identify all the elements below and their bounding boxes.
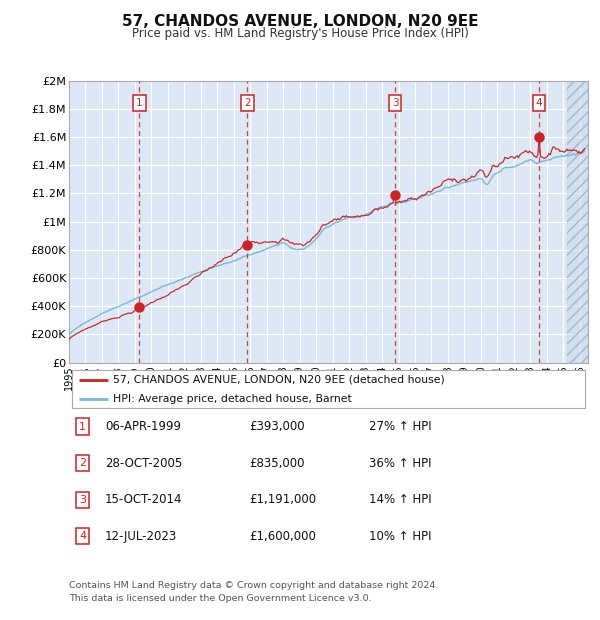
Text: 1: 1	[136, 98, 143, 108]
Text: 4: 4	[536, 98, 542, 108]
Text: 28-OCT-2005: 28-OCT-2005	[105, 457, 182, 469]
Text: 06-APR-1999: 06-APR-1999	[105, 420, 181, 433]
Text: 2: 2	[244, 98, 251, 108]
Text: Contains HM Land Registry data © Crown copyright and database right 2024.: Contains HM Land Registry data © Crown c…	[69, 581, 439, 590]
Text: £1,600,000: £1,600,000	[249, 530, 316, 542]
Text: 10% ↑ HPI: 10% ↑ HPI	[369, 530, 431, 542]
Text: 27% ↑ HPI: 27% ↑ HPI	[369, 420, 431, 433]
Text: 4: 4	[79, 531, 86, 541]
Text: 57, CHANDOS AVENUE, LONDON, N20 9EE (detached house): 57, CHANDOS AVENUE, LONDON, N20 9EE (det…	[113, 374, 445, 384]
Bar	[568, 81, 588, 363]
Text: £393,000: £393,000	[249, 420, 305, 433]
Text: HPI: Average price, detached house, Barnet: HPI: Average price, detached house, Barn…	[113, 394, 352, 404]
Text: 2: 2	[79, 458, 86, 468]
FancyBboxPatch shape	[71, 370, 586, 409]
Text: Price paid vs. HM Land Registry's House Price Index (HPI): Price paid vs. HM Land Registry's House …	[131, 27, 469, 40]
Text: 57, CHANDOS AVENUE, LONDON, N20 9EE: 57, CHANDOS AVENUE, LONDON, N20 9EE	[122, 14, 478, 29]
Text: This data is licensed under the Open Government Licence v3.0.: This data is licensed under the Open Gov…	[69, 593, 371, 603]
Text: 3: 3	[392, 98, 398, 108]
Text: 15-OCT-2014: 15-OCT-2014	[105, 494, 182, 506]
Text: £1,191,000: £1,191,000	[249, 494, 316, 506]
Text: 14% ↑ HPI: 14% ↑ HPI	[369, 494, 431, 506]
Text: 12-JUL-2023: 12-JUL-2023	[105, 530, 177, 542]
Text: 36% ↑ HPI: 36% ↑ HPI	[369, 457, 431, 469]
Text: £835,000: £835,000	[249, 457, 305, 469]
Text: 1: 1	[79, 422, 86, 432]
Bar	[568, 81, 588, 363]
Text: 3: 3	[79, 495, 86, 505]
